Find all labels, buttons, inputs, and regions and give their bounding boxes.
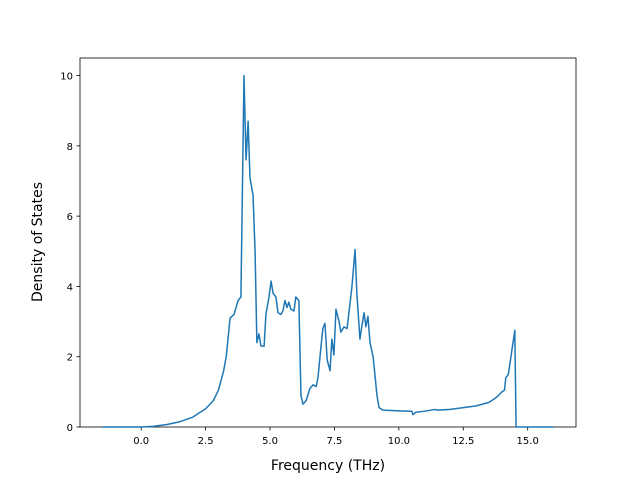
- y-tick-label: 6: [67, 212, 73, 223]
- x-tick-label: 12.5: [452, 436, 474, 447]
- x-tick-label: 7.5: [326, 436, 342, 447]
- dos-line: [102, 74, 554, 428]
- y-tick-label: 4: [67, 282, 73, 293]
- y-tick-label: 8: [67, 142, 73, 153]
- x-tick-label: 0.0: [133, 436, 149, 447]
- x-tick-label: 5.0: [262, 436, 278, 447]
- y-tick-label: 0: [67, 423, 73, 434]
- y-tick-label: 2: [67, 353, 73, 364]
- x-tick-label: 15.0: [517, 436, 539, 447]
- x-axis-label: Frequency (THz): [271, 458, 385, 474]
- x-tick-label: 2.5: [198, 436, 214, 447]
- y-axis-label: Density of States: [30, 182, 46, 302]
- x-tick-label: 10.0: [388, 436, 410, 447]
- y-tick-label: 10: [60, 72, 73, 83]
- plot-frame: [79, 57, 577, 428]
